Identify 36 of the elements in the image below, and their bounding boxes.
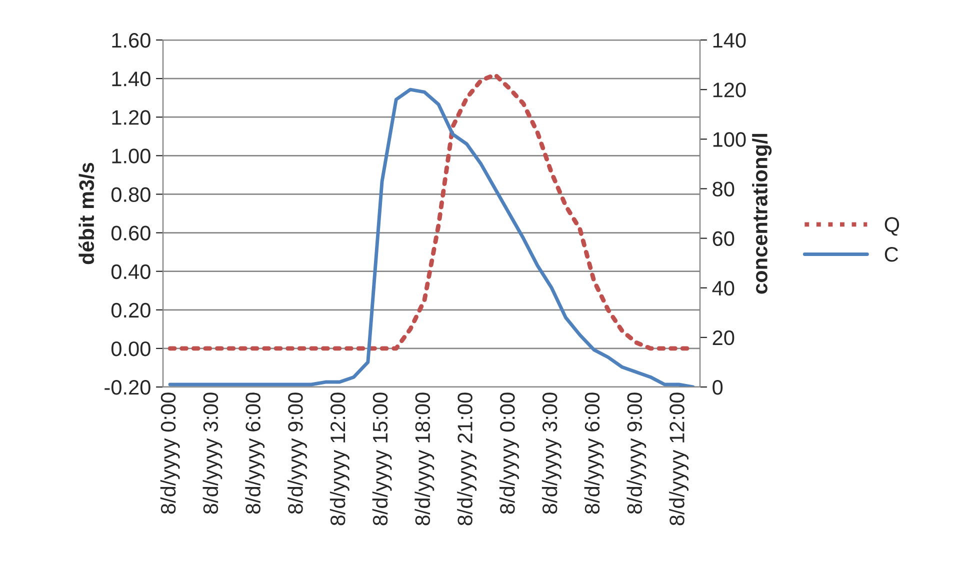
x-tick-label: 8/d/yyyy 21:00 bbox=[457, 392, 477, 526]
y2-tick-label: 100 bbox=[713, 132, 746, 147]
x-tick-label: 8/d/yyyy 9:00 bbox=[288, 392, 307, 514]
y-tick-label: 1.60 bbox=[112, 33, 150, 48]
y2-tick-label: 60 bbox=[712, 231, 734, 246]
y-tick-label: -0.20 bbox=[104, 380, 150, 395]
x-tick-label: 8/d/yyyy 18:00 bbox=[414, 392, 434, 526]
legend-label: C bbox=[884, 247, 898, 262]
y2-tick-label: 40 bbox=[712, 280, 734, 296]
y-tick-label: 0.20 bbox=[111, 302, 150, 318]
y2-tick-label: 120 bbox=[713, 82, 746, 98]
x-tick-label: 8/d/yyyy 3:00 bbox=[542, 392, 562, 514]
y2-tick-label: 80 bbox=[712, 182, 734, 196]
y2-tick-label: 20 bbox=[712, 330, 734, 346]
x-tick-label: 8/d/yyyy 6:00 bbox=[584, 392, 604, 514]
y-tick-label: 0.60 bbox=[111, 226, 150, 241]
x-tick-label: 8/d/yyyy 12:00 bbox=[669, 392, 689, 526]
y2-axis-title: concentrationg/l bbox=[752, 134, 772, 294]
y2-tick-label: 140 bbox=[713, 33, 746, 48]
x-tick-label: 8/d/yyyy 9:00 bbox=[626, 392, 646, 514]
legend-label: Q bbox=[884, 217, 900, 236]
y-tick-label: 0.80 bbox=[111, 187, 150, 202]
line-series bbox=[168, 88, 695, 387]
y2-tick-label: 0 bbox=[712, 380, 723, 395]
x-tick-label: 8/d/yyyy 3:00 bbox=[202, 392, 222, 514]
x-tick-label: 8/d/yyyy 12:00 bbox=[330, 392, 350, 526]
y-tick-label: 1.20 bbox=[112, 110, 150, 125]
y-axis-title: débit m3/s bbox=[78, 162, 94, 264]
y-tick-label: 1.00 bbox=[112, 148, 150, 164]
x-tick-label: 8/d/yyyy 6:00 bbox=[245, 392, 265, 514]
x-tick-label: 8/d/yyyy 0:00 bbox=[500, 392, 519, 514]
x-tick-label: 8/d/yyyy 15:00 bbox=[372, 392, 392, 526]
y-tick-label: 1.40 bbox=[112, 72, 150, 86]
x-tick-label: 8/d/yyyy 0:00 bbox=[160, 392, 180, 514]
y-tick-label: 0.40 bbox=[111, 264, 150, 280]
y-tick-label: 0.00 bbox=[111, 341, 150, 356]
